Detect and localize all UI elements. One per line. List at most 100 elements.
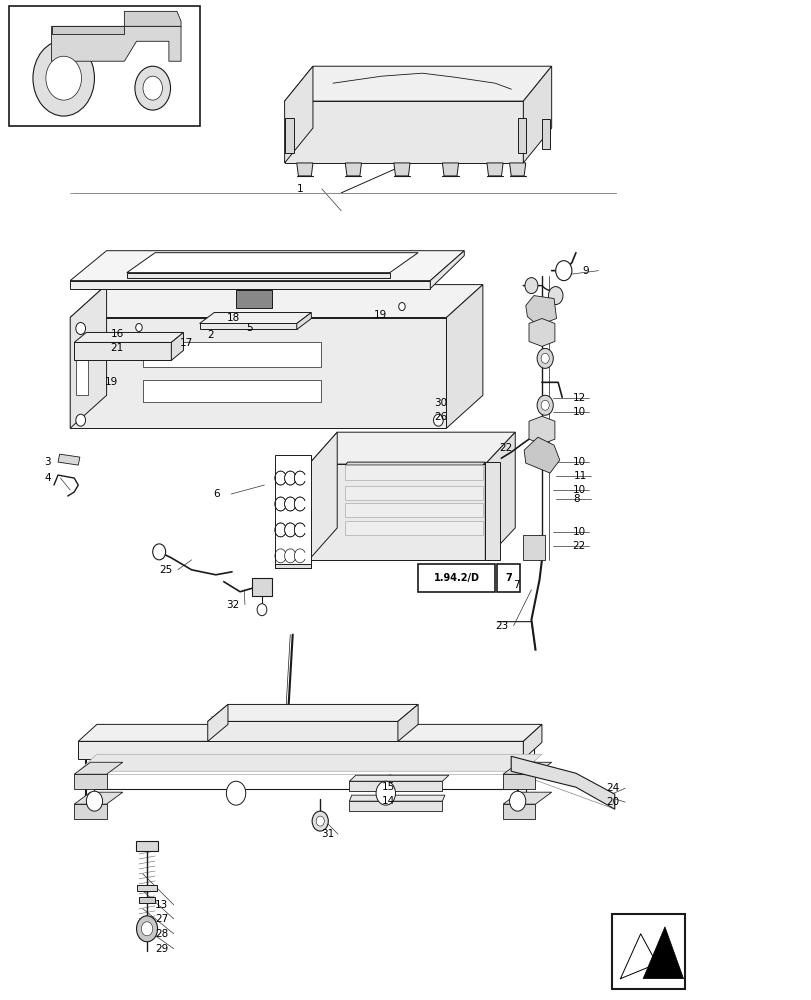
Circle shape xyxy=(135,66,170,110)
Text: 10: 10 xyxy=(572,407,585,417)
Polygon shape xyxy=(523,66,551,163)
Circle shape xyxy=(375,781,395,805)
Text: 24: 24 xyxy=(606,783,619,793)
Circle shape xyxy=(75,414,85,426)
Text: 5: 5 xyxy=(247,323,253,333)
Circle shape xyxy=(509,791,525,811)
Polygon shape xyxy=(74,774,106,789)
Polygon shape xyxy=(208,721,397,741)
Circle shape xyxy=(46,56,81,100)
Text: 27: 27 xyxy=(155,914,168,924)
Circle shape xyxy=(315,816,324,826)
Polygon shape xyxy=(503,762,551,774)
Text: 32: 32 xyxy=(226,600,239,610)
Polygon shape xyxy=(171,332,183,360)
Text: 8: 8 xyxy=(573,494,579,504)
Polygon shape xyxy=(345,503,483,517)
Polygon shape xyxy=(285,101,523,163)
Text: 7: 7 xyxy=(513,580,519,590)
Polygon shape xyxy=(349,781,442,791)
Polygon shape xyxy=(70,318,446,428)
Polygon shape xyxy=(208,704,418,721)
Polygon shape xyxy=(74,332,183,342)
Circle shape xyxy=(143,76,162,100)
Circle shape xyxy=(257,604,267,616)
Bar xyxy=(485,462,500,560)
Polygon shape xyxy=(393,163,410,176)
Polygon shape xyxy=(446,285,483,428)
Bar xyxy=(611,914,684,989)
Polygon shape xyxy=(74,792,122,804)
Polygon shape xyxy=(528,416,554,444)
Text: 1.94.2/D: 1.94.2/D xyxy=(433,573,479,583)
Polygon shape xyxy=(127,253,418,273)
Text: 17: 17 xyxy=(179,338,192,348)
Text: 9: 9 xyxy=(581,266,588,276)
Text: 31: 31 xyxy=(320,829,334,839)
Polygon shape xyxy=(524,437,559,473)
Polygon shape xyxy=(487,163,503,176)
Polygon shape xyxy=(308,464,485,560)
Bar xyxy=(143,342,320,367)
Polygon shape xyxy=(642,927,683,979)
Polygon shape xyxy=(296,163,312,176)
Polygon shape xyxy=(135,841,158,851)
Polygon shape xyxy=(523,535,544,560)
Bar xyxy=(517,118,525,153)
Text: 21: 21 xyxy=(110,343,124,353)
Circle shape xyxy=(555,261,571,281)
Text: 28: 28 xyxy=(155,929,168,939)
Polygon shape xyxy=(137,885,157,891)
Bar xyxy=(10,6,200,126)
Bar xyxy=(497,564,520,592)
Polygon shape xyxy=(296,313,311,329)
Polygon shape xyxy=(58,454,79,465)
Circle shape xyxy=(536,348,552,368)
Text: 22: 22 xyxy=(572,541,586,551)
Polygon shape xyxy=(78,754,541,771)
Circle shape xyxy=(540,400,548,410)
Polygon shape xyxy=(70,285,483,318)
Polygon shape xyxy=(430,251,464,289)
Polygon shape xyxy=(345,163,361,176)
Circle shape xyxy=(536,395,552,415)
Text: 23: 23 xyxy=(495,621,508,631)
Bar xyxy=(541,119,549,149)
Polygon shape xyxy=(308,432,515,464)
Circle shape xyxy=(75,322,85,334)
Text: 6: 6 xyxy=(213,489,220,499)
Polygon shape xyxy=(345,486,483,500)
Polygon shape xyxy=(503,792,551,804)
Text: 10: 10 xyxy=(572,485,585,495)
Bar xyxy=(418,564,495,592)
Circle shape xyxy=(524,278,537,294)
Circle shape xyxy=(136,916,157,942)
Polygon shape xyxy=(285,66,551,101)
Polygon shape xyxy=(308,432,337,560)
Polygon shape xyxy=(528,319,554,346)
Text: 26: 26 xyxy=(434,412,447,422)
Polygon shape xyxy=(511,756,614,809)
Circle shape xyxy=(540,353,548,363)
Text: 29: 29 xyxy=(155,944,168,954)
Text: 19: 19 xyxy=(105,377,118,387)
Text: 7: 7 xyxy=(504,573,512,583)
Bar xyxy=(75,345,88,395)
Polygon shape xyxy=(525,296,556,325)
Text: 11: 11 xyxy=(573,471,586,481)
Text: 19: 19 xyxy=(373,310,386,320)
Polygon shape xyxy=(200,323,296,329)
Polygon shape xyxy=(78,741,523,759)
Text: 4: 4 xyxy=(45,473,51,483)
Text: 25: 25 xyxy=(159,565,172,575)
Polygon shape xyxy=(51,26,181,61)
Polygon shape xyxy=(345,462,485,465)
Text: 13: 13 xyxy=(155,900,168,910)
Polygon shape xyxy=(345,521,483,535)
Circle shape xyxy=(433,414,443,426)
Polygon shape xyxy=(70,281,430,289)
Polygon shape xyxy=(349,775,448,781)
Polygon shape xyxy=(349,801,442,811)
Polygon shape xyxy=(503,804,534,819)
Text: 18: 18 xyxy=(226,313,239,323)
